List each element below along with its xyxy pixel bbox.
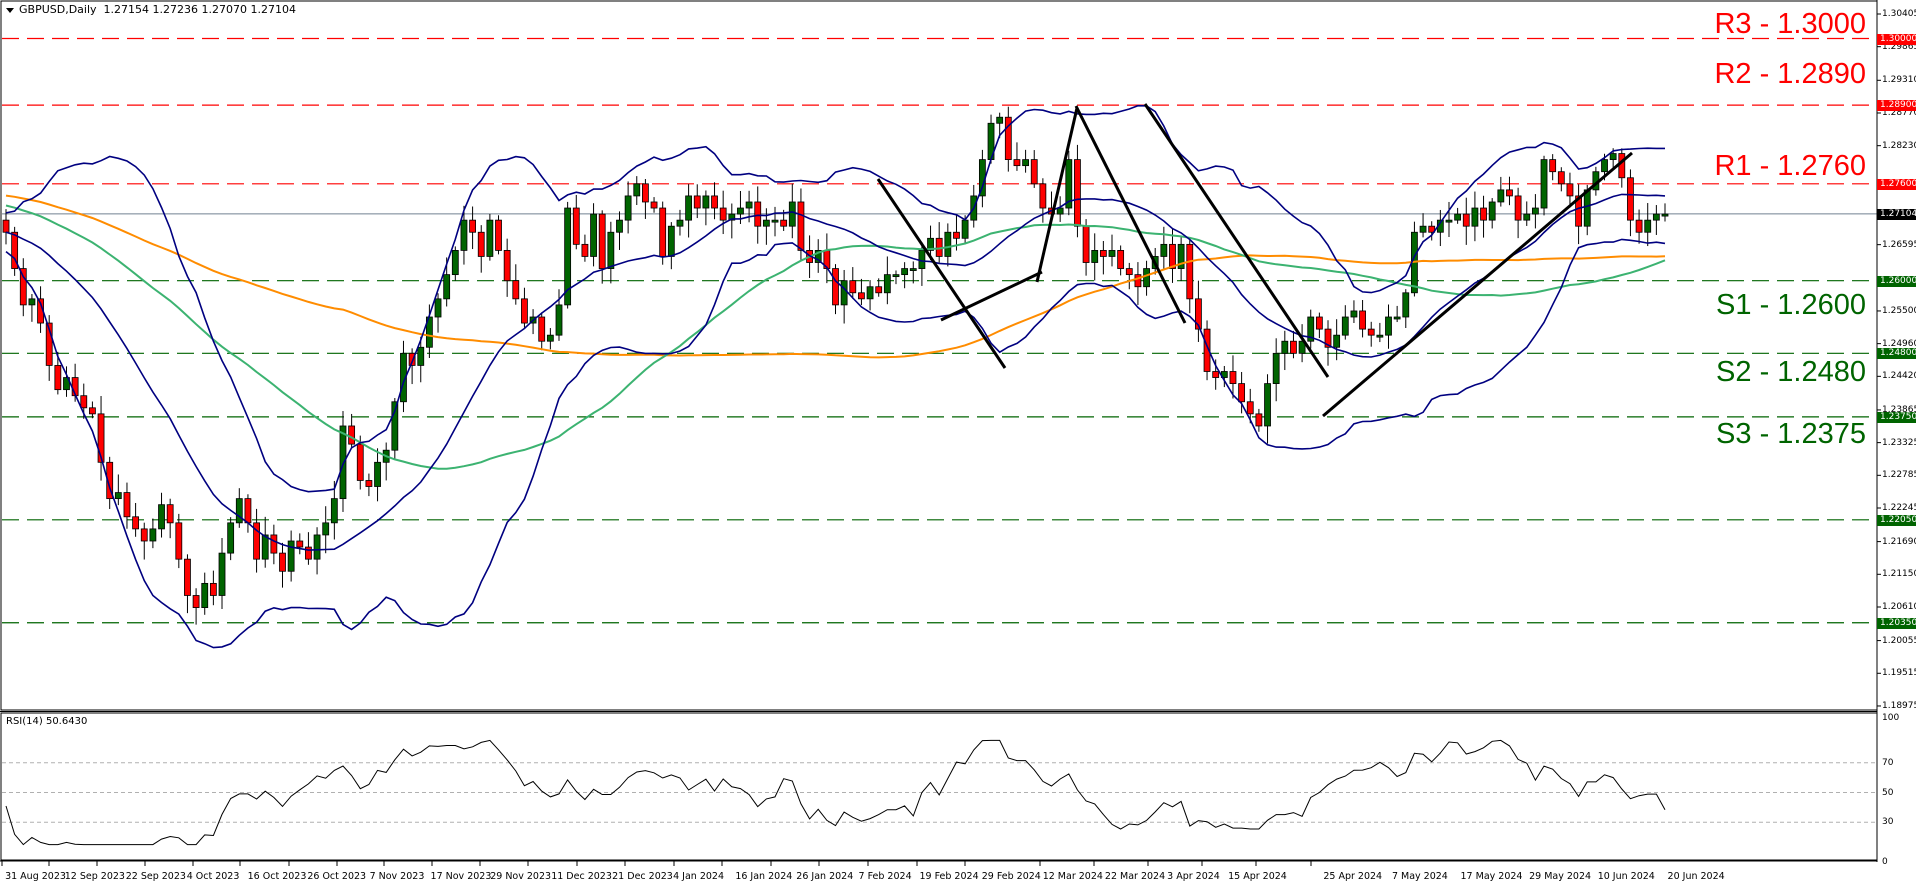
ma-green-line: [5, 204, 1666, 470]
date-tick: 20 Jun 2024: [1667, 871, 1725, 882]
price-tick: 1.20610: [1882, 601, 1916, 612]
date-tick: 22 Mar 2024: [1104, 871, 1166, 882]
date-tick: 29 Nov 2023: [490, 871, 552, 882]
trendline-3[interactable]: [1074, 105, 1187, 324]
price-tick: 1.28770: [1882, 107, 1916, 118]
price-tick: 1.20055: [1882, 635, 1916, 646]
bollinger-upper: [5, 104, 1665, 493]
price-tick: 1.22785: [1882, 470, 1916, 481]
level-label-s1: S1 - 1.2600: [1716, 289, 1866, 321]
price-tick: 1.30405: [1882, 9, 1916, 19]
price-tick: 1.23865: [1882, 404, 1916, 415]
price-tick: 1.29865: [1882, 41, 1916, 52]
date-tick: 17 Nov 2023: [430, 871, 492, 882]
trendline-1[interactable]: [940, 270, 1043, 322]
ma-orange-line: [5, 194, 1666, 359]
date-tick: 7 Nov 2023: [369, 871, 425, 882]
level-badge: 1.24800: [1877, 348, 1916, 360]
date-tick: 22 Sep 2023: [125, 871, 186, 882]
rsi-tick: 50: [1882, 787, 1894, 798]
date-tick: 17 May 2024: [1460, 871, 1523, 882]
rsi-tick: 70: [1882, 757, 1894, 768]
price-tick: 1.18975: [1882, 700, 1916, 711]
date-tick: 25 Apr 2024: [1323, 871, 1383, 882]
date-tick: 15 Apr 2024: [1228, 871, 1287, 882]
date-tick: 3 Apr 2024: [1167, 871, 1220, 882]
price-tick: 1.28230: [1882, 140, 1916, 151]
date-tick: 16 Jan 2024: [735, 871, 793, 882]
date-tick: 21 Dec 2023: [612, 871, 673, 882]
bollinger-lower: [5, 238, 1666, 649]
date-tick: 16 Oct 2023: [247, 871, 307, 882]
level-badge: 1.30000: [1877, 33, 1916, 45]
date-tick: 29 May 2024: [1529, 871, 1592, 882]
level-badge: 1.23750: [1877, 411, 1916, 423]
level-label-r2: R2 - 1.2890: [1714, 58, 1866, 90]
symbol-label: GBPUSD,Daily: [19, 3, 97, 16]
level-badge: 1.20350: [1877, 617, 1916, 629]
price-tick: 1.24420: [1882, 371, 1916, 382]
price-tick: 1.24960: [1882, 338, 1916, 349]
trendline-0[interactable]: [876, 178, 1007, 369]
level-label-s3: S3 - 1.2375: [1716, 418, 1866, 450]
level-badge: 1.26000: [1877, 275, 1916, 287]
current-price-badge: 1.27104: [1877, 208, 1916, 220]
trendline-5[interactable]: [1322, 151, 1633, 418]
price-tick: 1.19515: [1882, 668, 1916, 679]
date-tick: 12 Sep 2023: [64, 871, 125, 882]
date-tick: 29 Feb 2024: [981, 871, 1041, 882]
level-label-r3: R3 - 1.3000: [1714, 8, 1866, 40]
rsi-panel-frame: [0, 712, 1878, 861]
date-tick: 7 Feb 2024: [858, 871, 912, 882]
date-tick: 10 Jun 2024: [1597, 871, 1655, 882]
date-tick: 7 May 2024: [1391, 871, 1448, 882]
date-tick: 11 Dec 2023: [551, 871, 612, 882]
rsi-line: [5, 739, 1666, 846]
ohlc-values: 1.27154 1.27236 1.27070 1.27104: [103, 3, 296, 16]
rsi-tick: 0: [1882, 857, 1888, 867]
trendline-4[interactable]: [1143, 103, 1330, 378]
date-tick: 4 Jan 2024: [673, 871, 725, 882]
trendline-2[interactable]: [1035, 107, 1079, 283]
rsi-header: RSI(14) 50.6430: [6, 716, 88, 727]
price-tick: 1.26595: [1882, 239, 1916, 250]
date-tick: 4 Oct 2023: [186, 871, 240, 882]
candles: [2, 106, 1669, 625]
rsi-tick: 30: [1882, 817, 1894, 828]
price-tick: 1.21690: [1882, 536, 1916, 547]
level-label-r1: R1 - 1.2760: [1714, 150, 1866, 182]
chart-header: GBPUSD,Daily 1.27154 1.27236 1.27070 1.2…: [6, 3, 296, 16]
date-tick: 31 Aug 2023: [5, 871, 66, 882]
level-badge: 1.28900: [1877, 100, 1916, 112]
date-tick: 26 Oct 2023: [307, 871, 367, 882]
price-panel-frame: [0, 0, 1878, 711]
rsi-tick: 100: [1882, 713, 1900, 723]
price-tick: 1.23325: [1882, 437, 1916, 448]
date-tick: 19 Feb 2024: [919, 871, 979, 882]
collapse-triangle-icon[interactable]: [6, 7, 14, 13]
price-tick: 1.22245: [1882, 503, 1916, 513]
date-tick: 12 Mar 2024: [1042, 871, 1103, 882]
level-badge: 1.22050: [1877, 514, 1916, 526]
bollinger-middle: [5, 193, 1666, 551]
level-label-s2: S2 - 1.2480: [1716, 356, 1866, 388]
price-tick: 1.29310: [1882, 75, 1916, 86]
price-tick: 1.21150: [1882, 569, 1916, 580]
level-badge: 1.27600: [1877, 178, 1916, 190]
date-tick: 26 Jan 2024: [796, 871, 854, 882]
price-tick: 1.25500: [1882, 305, 1916, 316]
